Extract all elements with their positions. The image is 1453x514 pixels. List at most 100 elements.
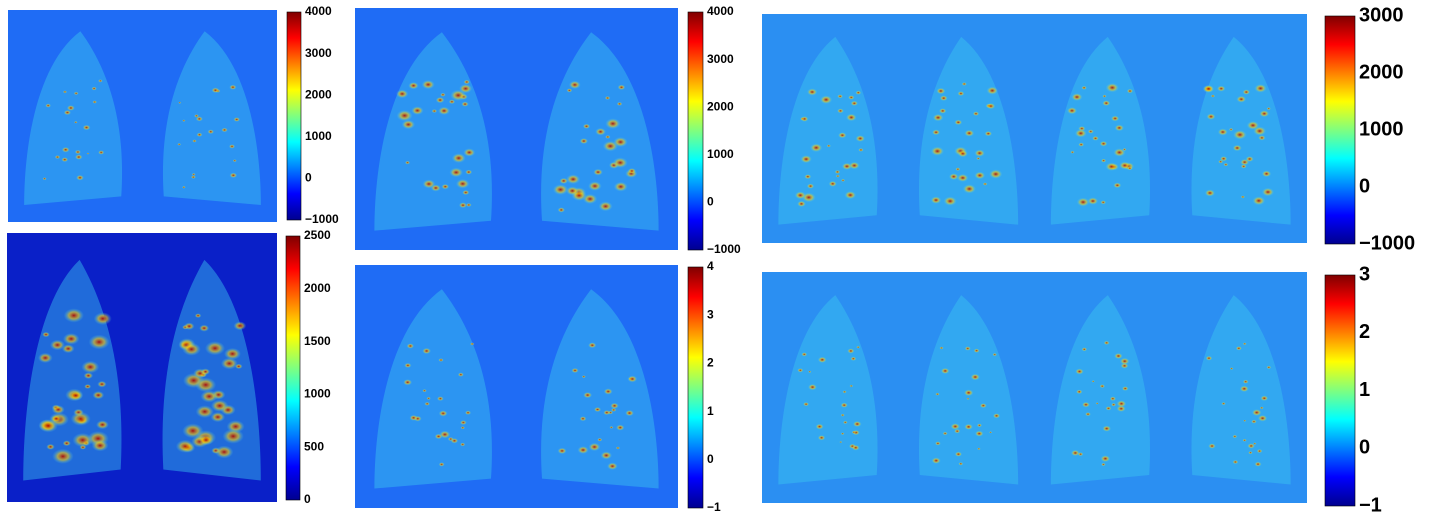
intensity-spot: [1210, 94, 1216, 98]
intensity-spot: [72, 432, 93, 448]
intensity-spot: [459, 420, 467, 425]
intensity-spot: [1242, 379, 1249, 384]
intensity-spot: [1232, 144, 1242, 152]
intensity-spot: [616, 101, 623, 106]
intensity-spot: [956, 173, 969, 182]
intensity-spot: [588, 342, 597, 349]
intensity-spot: [1232, 434, 1238, 439]
intensity-spot: [806, 88, 818, 96]
intensity-spot: [566, 88, 573, 93]
intensity-spot: [954, 428, 961, 434]
intensity-spot: [974, 171, 986, 180]
colorbar-tick-label: −1000: [707, 242, 741, 256]
intensity-spot: [800, 155, 812, 164]
colorbar-tick-label: 2000: [305, 87, 332, 101]
intensity-spot: [605, 135, 611, 139]
intensity-spot: [804, 174, 812, 180]
intensity-spot: [955, 167, 961, 171]
intensity-spot: [62, 333, 80, 345]
intensity-spot: [931, 457, 941, 464]
intensity-spot: [93, 312, 112, 325]
intensity-spot: [932, 113, 944, 122]
intensity-spot: [625, 409, 634, 417]
intensity-spot: [979, 403, 987, 409]
intensity-spot: [964, 423, 973, 430]
intensity-spot: [992, 413, 1001, 419]
intensity-spot: [233, 321, 247, 331]
intensity-spot: [88, 334, 110, 350]
intensity-spot: [840, 413, 845, 417]
colorbar-tick-label: 0: [1359, 175, 1370, 197]
intensity-spot: [42, 177, 47, 181]
colorbar-tick-label: 1000: [305, 129, 332, 143]
intensity-spot: [938, 108, 947, 114]
intensity-spot: [1120, 362, 1129, 369]
intensity-spot: [837, 108, 844, 114]
intensity-spot: [557, 207, 566, 213]
intensity-spot: [204, 341, 226, 356]
colorbar-tick-label: 0: [1359, 437, 1370, 459]
intensity-spot: [1257, 414, 1268, 422]
colorbar-tick-label: 0: [305, 171, 312, 185]
intensity-spot: [1248, 451, 1253, 455]
intensity-spot: [605, 118, 621, 129]
intensity-spot: [817, 356, 827, 363]
intensity-spot: [840, 178, 846, 182]
intensity-spot: [1091, 380, 1095, 383]
intensity-spot: [441, 183, 450, 190]
intensity-spot: [61, 344, 75, 354]
intensity-spot: [834, 169, 841, 174]
intensity-spot: [435, 96, 445, 104]
intensity-spot: [177, 143, 182, 146]
intensity-spot: [190, 175, 196, 179]
intensity-spot: [1113, 182, 1122, 189]
intensity-spot: [232, 159, 237, 163]
intensity-spot: [1232, 459, 1239, 465]
intensity-spot: [613, 181, 628, 192]
intensity-spot: [1254, 84, 1267, 93]
intensity-spot: [1071, 93, 1083, 101]
colorbar: [1324, 15, 1356, 245]
intensity-spot: [815, 423, 824, 430]
intensity-spot: [401, 119, 416, 130]
intensity-spot: [73, 121, 78, 124]
intensity-spot: [1204, 189, 1216, 197]
intensity-spot: [840, 402, 848, 408]
colorbar-tick-label: −1: [1359, 494, 1382, 514]
heatmap-background: [355, 265, 678, 508]
intensity-spot: [1126, 88, 1134, 94]
intensity-spot: [961, 82, 967, 86]
intensity-spot: [837, 132, 847, 139]
intensity-spot: [852, 420, 862, 428]
intensity-spot: [842, 420, 848, 425]
intensity-spot: [45, 103, 52, 108]
intensity-spot: [557, 447, 567, 455]
intensity-spot: [849, 384, 854, 388]
intensity-spot: [76, 174, 84, 181]
intensity-spot: [851, 430, 857, 434]
intensity-spot: [194, 313, 202, 318]
intensity-spot: [1242, 89, 1251, 95]
colorbar-tick-label: 0: [707, 452, 714, 466]
intensity-spot: [806, 183, 815, 189]
colorbar: [285, 235, 301, 501]
intensity-spot: [803, 402, 810, 407]
intensity-spot: [583, 391, 593, 399]
intensity-spot: [612, 157, 628, 168]
intensity-spot: [1258, 135, 1266, 141]
intensity-spot: [404, 160, 411, 165]
intensity-spot: [607, 462, 618, 470]
intensity-spot: [61, 146, 70, 153]
intensity-spot: [603, 388, 613, 395]
intensity-spot: [1105, 162, 1118, 171]
intensity-spot: [954, 451, 963, 457]
intensity-spot: [200, 368, 211, 375]
intensity-spot: [450, 89, 467, 101]
intensity-spot: [1076, 197, 1090, 207]
intensity-spot: [198, 434, 214, 446]
intensity-spot: [958, 462, 964, 466]
intensity-spot: [438, 358, 444, 362]
intensity-spot: [83, 372, 94, 379]
intensity-spot: [828, 180, 837, 187]
